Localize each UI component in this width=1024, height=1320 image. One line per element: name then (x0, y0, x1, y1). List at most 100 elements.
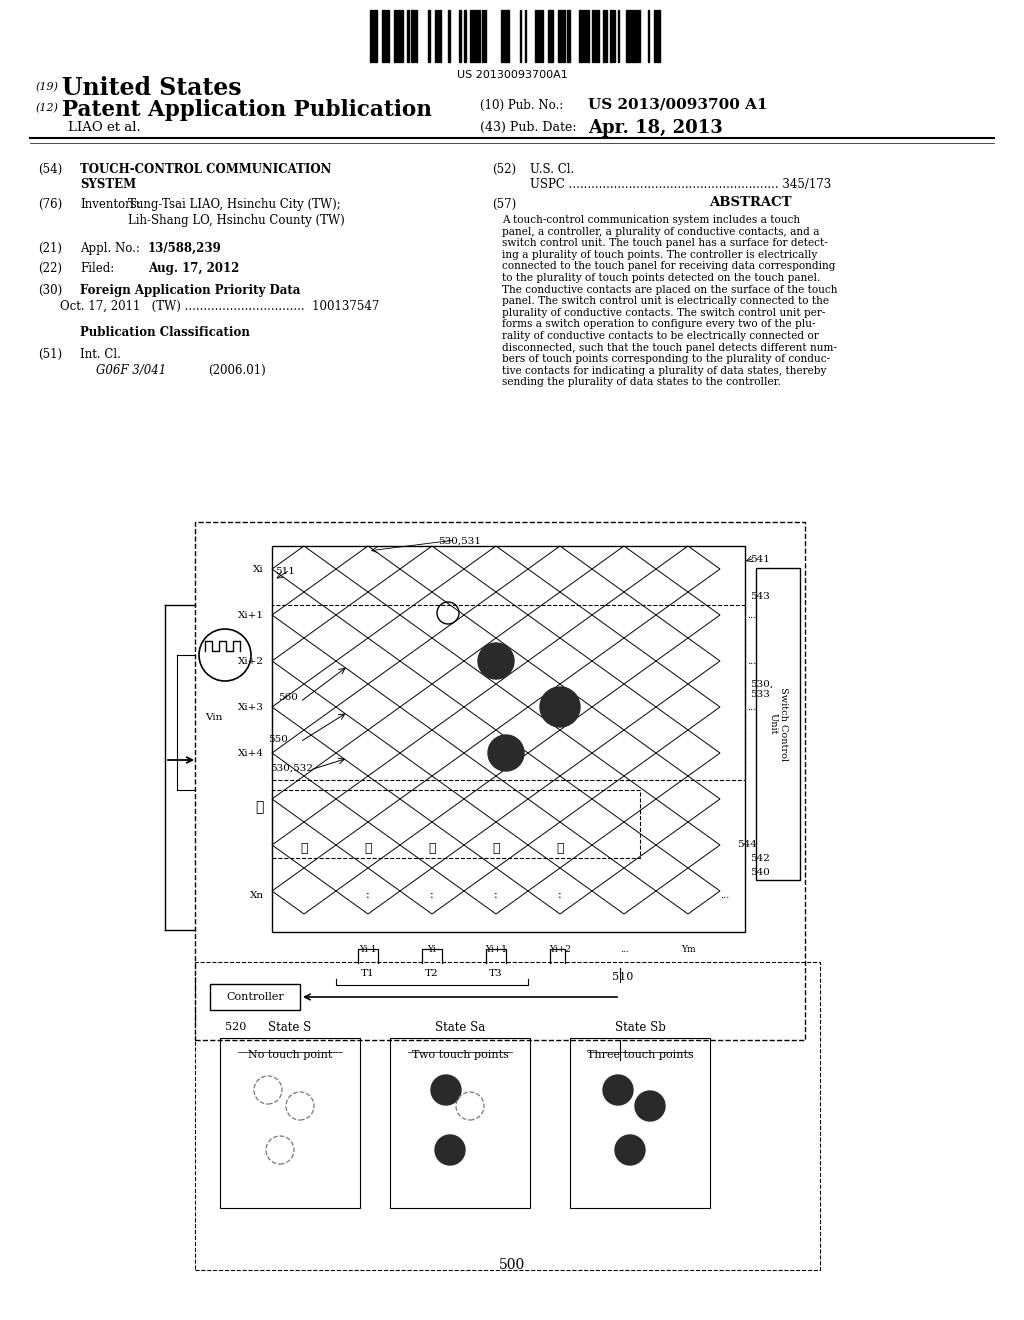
Text: ...: ... (720, 891, 730, 899)
Bar (632, 11, 635, 62)
Circle shape (540, 686, 580, 727)
Bar (394, 11, 397, 62)
Text: ...: ... (746, 656, 757, 665)
Bar (436, 11, 438, 62)
Text: Yi-1: Yi-1 (359, 945, 377, 954)
Text: Inventors:: Inventors: (80, 198, 140, 211)
Text: Lih-Shang LO, Hsinchu County (TW): Lih-Shang LO, Hsinchu County (TW) (128, 214, 345, 227)
Text: 13/588,239: 13/588,239 (148, 242, 222, 255)
Text: ...: ... (746, 702, 757, 711)
Text: (43) Pub. Date:: (43) Pub. Date: (480, 121, 577, 135)
Text: G06F 3/041: G06F 3/041 (96, 364, 166, 378)
Bar (756, 568, 800, 880)
Text: Patent Application Publication: Patent Application Publication (62, 99, 432, 121)
Text: 542: 542 (750, 854, 770, 863)
Text: ⋮: ⋮ (365, 842, 372, 855)
Text: T2: T2 (425, 969, 439, 978)
Bar (469, 11, 472, 62)
Bar (570, 1038, 710, 1208)
Text: Filed:: Filed: (80, 261, 115, 275)
Text: Vin: Vin (205, 714, 222, 722)
Text: :: : (367, 890, 370, 900)
Text: Int. Cl.: Int. Cl. (80, 348, 121, 360)
Bar (374, 11, 377, 62)
Text: 530,531: 530,531 (438, 537, 481, 546)
Bar (535, 11, 537, 62)
Text: T3: T3 (489, 969, 503, 978)
Bar (559, 11, 561, 62)
Text: 530,
533: 530, 533 (750, 680, 773, 700)
Text: State Sa: State Sa (435, 1020, 485, 1034)
Text: ⋮: ⋮ (300, 842, 308, 855)
Text: :: : (558, 890, 562, 900)
Text: A touch-control communication system includes a touch
panel, a controller, a plu: A touch-control communication system inc… (502, 215, 838, 387)
Text: T1: T1 (361, 969, 375, 978)
Bar (548, 11, 550, 62)
Bar (617, 11, 618, 62)
Text: (12): (12) (35, 103, 58, 114)
Text: (19): (19) (35, 82, 58, 92)
Bar (411, 11, 414, 62)
Text: 540: 540 (750, 869, 770, 876)
Text: Tung-Tsai LIAO, Hsinchu City (TW);: Tung-Tsai LIAO, Hsinchu City (TW); (128, 198, 341, 211)
Text: LIAO et al.: LIAO et al. (68, 121, 140, 135)
Bar (390, 1038, 530, 1208)
Text: TOUCH-CONTROL COMMUNICATION
SYSTEM: TOUCH-CONTROL COMMUNICATION SYSTEM (80, 162, 332, 191)
Text: Xi+4: Xi+4 (238, 748, 264, 758)
Bar (656, 11, 659, 62)
Bar (220, 1038, 360, 1208)
Text: :: : (430, 890, 434, 900)
Text: 511: 511 (275, 568, 295, 576)
Bar (550, 11, 553, 62)
Text: (57): (57) (492, 198, 516, 211)
Text: U.S. Cl.: U.S. Cl. (530, 162, 574, 176)
Text: :: : (495, 890, 498, 900)
Text: Yi: Yi (428, 945, 436, 954)
Bar (272, 546, 745, 932)
Text: 530,532: 530,532 (270, 763, 313, 772)
Bar (459, 11, 461, 62)
Bar (428, 11, 430, 62)
Bar (195, 962, 820, 1270)
Text: Appl. No.:: Appl. No.: (80, 242, 140, 255)
Bar (654, 11, 656, 62)
Text: ⋮: ⋮ (493, 842, 500, 855)
Bar (210, 983, 300, 1010)
Bar (628, 11, 631, 62)
Bar (400, 11, 403, 62)
Circle shape (635, 1092, 665, 1121)
Bar (567, 11, 570, 62)
Text: State Sb: State Sb (614, 1020, 666, 1034)
Text: (51): (51) (38, 348, 62, 360)
Text: (30): (30) (38, 284, 62, 297)
Text: Xi+2: Xi+2 (238, 656, 264, 665)
Bar (626, 11, 628, 62)
Bar (506, 11, 509, 62)
Bar (415, 11, 417, 62)
Bar (195, 521, 805, 1040)
Bar (596, 11, 598, 62)
Bar (407, 11, 409, 62)
Circle shape (431, 1074, 461, 1105)
Text: Yi+2: Yi+2 (549, 945, 571, 954)
Text: US 20130093700A1: US 20130093700A1 (457, 70, 567, 81)
Text: United States: United States (62, 77, 242, 100)
Bar (439, 11, 440, 62)
Bar (594, 11, 595, 62)
Text: 544: 544 (737, 840, 757, 849)
Circle shape (603, 1074, 633, 1105)
Text: Three touch points: Three touch points (587, 1049, 693, 1060)
Bar (434, 11, 436, 62)
Bar (583, 11, 585, 62)
Text: Oct. 17, 2011   (TW) ................................  100137547: Oct. 17, 2011 (TW) .....................… (60, 300, 379, 313)
Text: ⋮: ⋮ (556, 842, 564, 855)
Bar (473, 11, 475, 62)
Text: Xn: Xn (250, 891, 264, 899)
Text: 543: 543 (750, 591, 770, 601)
Text: 550: 550 (268, 735, 288, 744)
Text: Xi+3: Xi+3 (238, 702, 264, 711)
Text: Two touch points: Two touch points (412, 1049, 509, 1060)
Text: (10) Pub. No.:: (10) Pub. No.: (480, 99, 563, 112)
Text: (2006.01): (2006.01) (208, 364, 266, 378)
Text: (76): (76) (38, 198, 62, 211)
